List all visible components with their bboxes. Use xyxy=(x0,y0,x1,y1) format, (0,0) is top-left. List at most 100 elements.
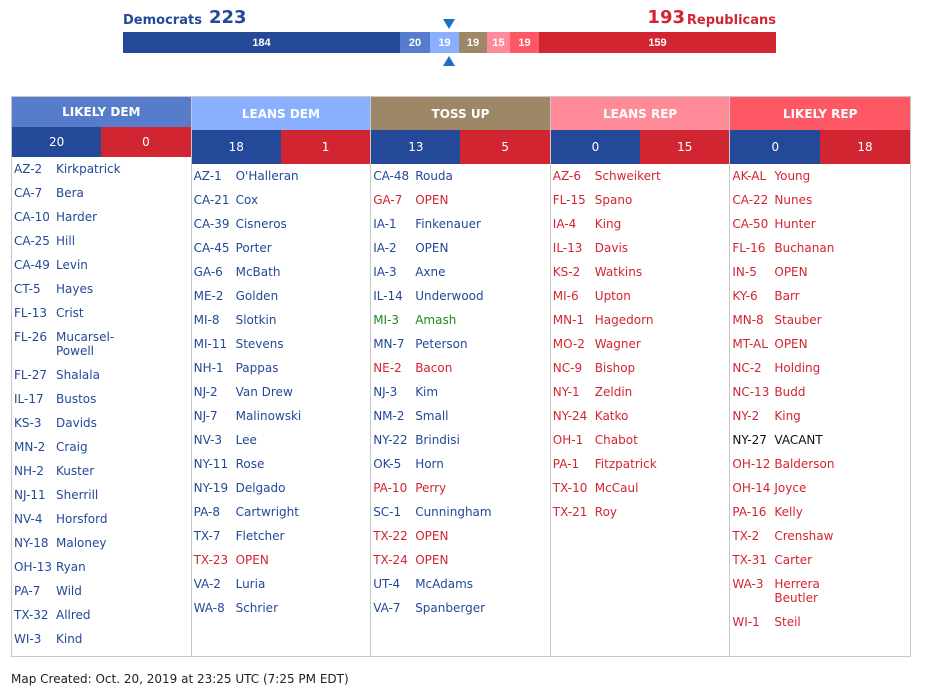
race-row[interactable]: MN-1 Hagedorn xyxy=(551,313,730,327)
race-row[interactable]: CA-21 Cox xyxy=(192,193,371,207)
race-row[interactable]: MI-3 Amash xyxy=(371,313,550,327)
race-row[interactable]: WI-3 Kind xyxy=(12,632,191,646)
race-row[interactable]: NY-27 VACANT xyxy=(730,433,910,447)
district-code: PA-16 xyxy=(732,505,767,519)
race-row[interactable]: CA-49 Levin xyxy=(12,258,191,272)
race-row[interactable]: TX-2 Crenshaw xyxy=(730,529,910,543)
bar-segment-leans-rep[interactable]: 15 xyxy=(487,32,510,53)
race-row[interactable]: GA-7 OPEN xyxy=(371,193,550,207)
bar-segment-likely-rep[interactable]: 19 xyxy=(510,32,539,53)
race-row[interactable]: VA-2 Luria xyxy=(192,577,371,591)
bar-segment-safe-dem[interactable]: 184 xyxy=(123,32,400,53)
race-row[interactable]: TX-32 Allred xyxy=(12,608,191,622)
race-row[interactable]: NY-2 King xyxy=(730,409,910,423)
race-row[interactable]: CA-7 Bera xyxy=(12,186,191,200)
race-row[interactable]: NC-2 Holding xyxy=(730,361,910,375)
bar-segment-safe-rep[interactable]: 159 xyxy=(539,32,776,53)
race-row[interactable]: KS-2 Watkins xyxy=(551,265,730,279)
race-row[interactable]: KY-6 Barr xyxy=(730,289,910,303)
race-row[interactable]: NY-19 Delgado xyxy=(192,481,371,495)
race-row[interactable]: AZ-6 Schweikert xyxy=(551,169,730,183)
race-row[interactable]: SC-1 Cunningham xyxy=(371,505,550,519)
race-row[interactable]: NY-1 Zeldin xyxy=(551,385,730,399)
race-row[interactable]: TX-10 McCaul xyxy=(551,481,730,495)
race-row[interactable]: PA-8 Cartwright xyxy=(192,505,371,519)
race-row[interactable]: PA-16 Kelly xyxy=(730,505,910,519)
race-row[interactable]: VA-7 Spanberger xyxy=(371,601,550,615)
race-row[interactable]: NY-22 Brindisi xyxy=(371,433,550,447)
race-row[interactable]: MN-2 Craig xyxy=(12,440,191,454)
race-row[interactable]: IA-3 Axne xyxy=(371,265,550,279)
race-row[interactable]: OH-12 Balderson xyxy=(730,457,910,471)
race-row[interactable]: FL-27 Shalala xyxy=(12,368,191,382)
race-row[interactable]: NH-1 Pappas xyxy=(192,361,371,375)
race-row[interactable]: TX-31 Carter xyxy=(730,553,910,567)
race-row[interactable]: UT-4 McAdams xyxy=(371,577,550,591)
bar-segment-leans-dem[interactable]: 19 xyxy=(430,32,459,53)
race-row[interactable]: NC-9 Bishop xyxy=(551,361,730,375)
race-row[interactable]: TX-24 OPEN xyxy=(371,553,550,567)
race-row[interactable]: IL-13 Davis xyxy=(551,241,730,255)
race-row[interactable]: MN-8 Stauber xyxy=(730,313,910,327)
race-row[interactable]: NV-3 Lee xyxy=(192,433,371,447)
race-row[interactable]: CA-50 Hunter xyxy=(730,217,910,231)
race-row[interactable]: WA-8 Schrier xyxy=(192,601,371,615)
race-row[interactable]: AZ-1 O'Halleran xyxy=(192,169,371,183)
race-row[interactable]: CA-39 Cisneros xyxy=(192,217,371,231)
race-row[interactable]: NE-2 Bacon xyxy=(371,361,550,375)
race-row[interactable]: NM-2 Small xyxy=(371,409,550,423)
race-row[interactable]: NJ-7 Malinowski xyxy=(192,409,371,423)
race-row[interactable]: NH-2 Kuster xyxy=(12,464,191,478)
race-row[interactable]: TX-23 OPEN xyxy=(192,553,371,567)
race-row[interactable]: FL-13 Crist xyxy=(12,306,191,320)
race-row[interactable]: KS-3 Davids xyxy=(12,416,191,430)
race-row[interactable]: FL-26 Mucarsel-Powell xyxy=(12,330,191,358)
race-row[interactable]: NV-4 Horsford xyxy=(12,512,191,526)
race-row[interactable]: CA-48 Rouda xyxy=(371,169,550,183)
race-row[interactable]: CA-45 Porter xyxy=(192,241,371,255)
race-row[interactable]: PA-10 Perry xyxy=(371,481,550,495)
race-row[interactable]: NJ-3 Kim xyxy=(371,385,550,399)
race-row[interactable]: TX-21 Roy xyxy=(551,505,730,519)
race-row[interactable]: CT-5 Hayes xyxy=(12,282,191,296)
race-row[interactable]: AK-AL Young xyxy=(730,169,910,183)
race-row[interactable]: ME-2 Golden xyxy=(192,289,371,303)
race-row[interactable]: NC-13 Budd xyxy=(730,385,910,399)
race-row[interactable]: NJ-2 Van Drew xyxy=(192,385,371,399)
race-row[interactable]: IA-1 Finkenauer xyxy=(371,217,550,231)
race-row[interactable]: TX-7 Fletcher xyxy=(192,529,371,543)
race-row[interactable]: MT-AL OPEN xyxy=(730,337,910,351)
race-row[interactable]: TX-22 OPEN xyxy=(371,529,550,543)
bar-segment-toss-up[interactable]: 19 xyxy=(459,32,487,53)
race-row[interactable]: MO-2 Wagner xyxy=(551,337,730,351)
race-row[interactable]: AZ-2 Kirkpatrick xyxy=(12,162,191,176)
race-row[interactable]: WA-3 Herrera Beutler xyxy=(730,577,910,605)
race-row[interactable]: IL-17 Bustos xyxy=(12,392,191,406)
race-row[interactable]: MI-6 Upton xyxy=(551,289,730,303)
bar-segment-likely-dem[interactable]: 20 xyxy=(400,32,430,53)
race-row[interactable]: OK-5 Horn xyxy=(371,457,550,471)
race-row[interactable]: CA-10 Harder xyxy=(12,210,191,224)
race-row[interactable]: OH-14 Joyce xyxy=(730,481,910,495)
race-row[interactable]: MI-11 Stevens xyxy=(192,337,371,351)
race-row[interactable]: MI-8 Slotkin xyxy=(192,313,371,327)
race-row[interactable]: NJ-11 Sherrill xyxy=(12,488,191,502)
race-row[interactable]: IA-2 OPEN xyxy=(371,241,550,255)
race-row[interactable]: OH-13 Ryan xyxy=(12,560,191,574)
race-row[interactable]: PA-1 Fitzpatrick xyxy=(551,457,730,471)
race-row[interactable]: WI-1 Steil xyxy=(730,615,910,629)
race-row[interactable]: CA-22 Nunes xyxy=(730,193,910,207)
race-row[interactable]: IA-4 King xyxy=(551,217,730,231)
race-row[interactable]: FL-16 Buchanan xyxy=(730,241,910,255)
race-row[interactable]: NY-18 Maloney xyxy=(12,536,191,550)
race-row[interactable]: CA-25 Hill xyxy=(12,234,191,248)
race-row[interactable]: PA-7 Wild xyxy=(12,584,191,598)
race-row[interactable]: MN-7 Peterson xyxy=(371,337,550,351)
race-row[interactable]: IN-5 OPEN xyxy=(730,265,910,279)
race-row[interactable]: GA-6 McBath xyxy=(192,265,371,279)
race-row[interactable]: IL-14 Underwood xyxy=(371,289,550,303)
race-row[interactable]: FL-15 Spano xyxy=(551,193,730,207)
race-row[interactable]: NY-11 Rose xyxy=(192,457,371,471)
race-row[interactable]: NY-24 Katko xyxy=(551,409,730,423)
race-row[interactable]: OH-1 Chabot xyxy=(551,433,730,447)
